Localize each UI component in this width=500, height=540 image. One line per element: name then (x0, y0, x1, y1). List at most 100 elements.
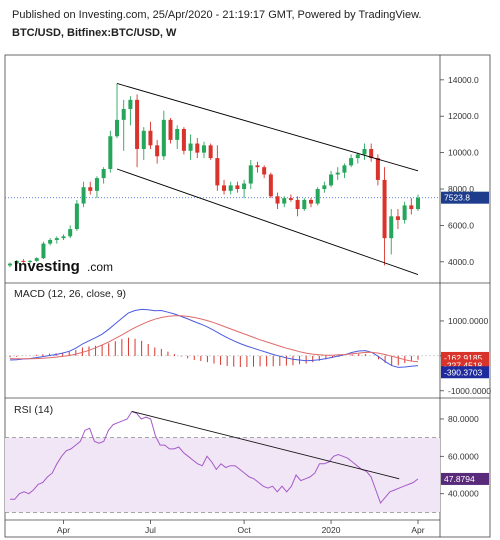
time-tick-label: 2020 (322, 525, 341, 535)
candle-body (322, 185, 327, 190)
candle-body (135, 99, 140, 149)
candle-body (14, 260, 19, 264)
macd-panel-title: MACD (12, 26, close, 9) (14, 288, 126, 300)
macd-signal-badge-text: -227.4518 (444, 361, 483, 371)
macd-tick-label: -1000.0000 (448, 386, 491, 396)
candle-body (141, 130, 146, 149)
rsi-trendline (131, 411, 400, 480)
rsi-panel-title: RSI (14) (14, 404, 53, 416)
macd-value-badge-text: -390.3703 (444, 367, 483, 377)
macd-value-badge-bg (441, 366, 489, 379)
price-axis: 14000.0 12000.0 10000.0 8000.0 6000.0 4000.0 (440, 75, 479, 267)
candle-body (302, 199, 307, 210)
candle-body (282, 198, 287, 204)
time-tick-label: Apr (411, 525, 424, 535)
candle-body (101, 169, 106, 179)
candle-body (121, 108, 126, 120)
rsi-tick-label: 40.0000 (448, 489, 479, 499)
candle-body (275, 196, 280, 204)
price-tick-label: 4000.0 (448, 257, 474, 267)
macd-signal-line (9, 315, 419, 363)
candle-body (7, 263, 13, 266)
last-price-badge-bg (441, 191, 489, 204)
rsi-value-badge-bg (441, 472, 489, 485)
macd-value-badge: -390.3703 (441, 366, 489, 379)
candle-body (41, 243, 46, 259)
investing-logo: Investing .com (14, 258, 113, 275)
candle-body (375, 158, 380, 180)
candle-body (409, 205, 414, 210)
published-line: Published on Investing.com, 25/Apr/2020 … (12, 9, 422, 21)
candle-body (349, 158, 354, 166)
candle-body (128, 99, 133, 109)
candle-body (201, 145, 206, 153)
time-tick-label: Oct (237, 525, 251, 535)
candle-body (228, 185, 233, 191)
candle-body (88, 187, 93, 191)
symbol-title: BTC/USD, Bitfinex:BTC/USD, W (12, 27, 177, 39)
candle-body (175, 128, 180, 140)
candlestick-series (7, 83, 421, 268)
candle-body (369, 148, 374, 159)
candle-body (161, 119, 166, 157)
candle-body (355, 154, 360, 159)
candle-body (395, 216, 400, 220)
candle-body (115, 119, 120, 137)
rsi-tick-label: 60.0000 (448, 451, 479, 461)
last-price-badge-text: 7523.8 (444, 193, 470, 203)
price-tick-label: 10000.0 (448, 148, 479, 158)
candle-body (288, 198, 293, 200)
candle-body (168, 119, 173, 140)
last-price-badge: 7523.8 (441, 191, 489, 204)
candle-body (315, 189, 320, 204)
macd-tick-label: 1000.0000 (448, 316, 488, 326)
price-tick-label: 12000.0 (448, 111, 479, 121)
candle-body (155, 145, 160, 157)
candle-body (382, 179, 387, 239)
candle-body (34, 258, 39, 261)
candle-body (81, 187, 86, 204)
candle-body (108, 136, 113, 169)
channel-upper-trendline (116, 83, 419, 172)
candle-body (362, 148, 367, 155)
price-tick-label: 14000.0 (448, 75, 479, 85)
candle-body (242, 183, 247, 190)
logo-suffix: .com (87, 260, 113, 274)
candle-body (61, 236, 66, 239)
candle-body (54, 238, 59, 240)
candle-body (188, 143, 193, 151)
candle-body (308, 199, 313, 204)
candle-body (235, 185, 240, 190)
candle-body (329, 174, 334, 186)
candle-body (181, 128, 186, 151)
candle-body (255, 165, 260, 168)
candle-body (335, 172, 340, 175)
time-tick-label: Jul (145, 525, 156, 535)
rsi-line (10, 410, 419, 504)
candle-body (74, 203, 79, 230)
candle-body (195, 143, 200, 153)
candle-body (21, 260, 26, 262)
candle-body (68, 229, 73, 237)
candle-body (268, 174, 273, 197)
candle-body (208, 145, 213, 159)
chart-frame (4, 54, 491, 538)
candle-body (342, 165, 347, 173)
logo-main: Investing (14, 258, 80, 275)
candle-body (415, 197, 421, 210)
price-tick-label: 6000.0 (448, 220, 474, 230)
rsi-value-badge-text: 47.8794 (444, 474, 475, 484)
value-badges: 7523.8 -162.9185-227.4518-390.3703 47.8794 (441, 191, 489, 485)
candle-body (48, 239, 53, 244)
price-tick-label: 8000.0 (448, 184, 474, 194)
candle-body (222, 185, 227, 191)
candle-body (389, 216, 394, 239)
candle-body (28, 260, 33, 262)
candle-body (94, 178, 99, 191)
rsi-axis: 80.0000 60.0000 40.0000 (440, 414, 479, 499)
candle-body (262, 167, 267, 175)
rsi-band (5, 437, 440, 513)
rsi-value-badge: 47.8794 (441, 472, 489, 485)
channel-lower-trendline (116, 168, 419, 275)
